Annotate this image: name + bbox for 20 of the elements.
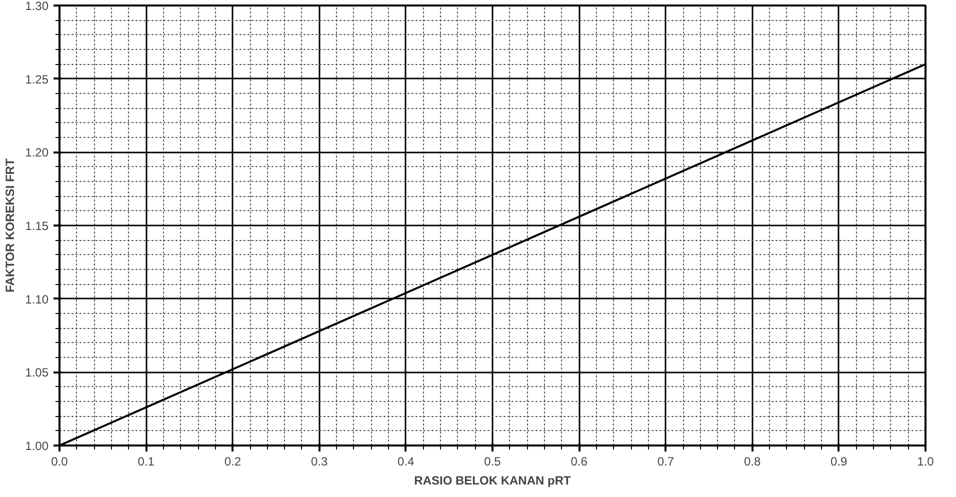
y-tick-label: 1.20 <box>25 146 49 160</box>
x-tick-label: 0.6 <box>570 454 588 468</box>
y-tick-label: 1.25 <box>25 72 49 86</box>
x-tick-label: 0.5 <box>484 454 502 468</box>
x-tick-label: 1.0 <box>917 454 934 468</box>
y-tick-label: 1.10 <box>25 292 49 306</box>
y-tick-label: 1.00 <box>25 439 49 453</box>
x-tick-label: 0.1 <box>138 454 155 468</box>
x-tick-label: 0.3 <box>310 454 328 468</box>
x-tick-label: 0.2 <box>224 454 242 468</box>
x-axis-title: RASIO BELOK KANAN pRT <box>414 474 572 488</box>
y-axis-title: FAKTOR KOREKSI FRT <box>3 158 18 292</box>
y-tick-label: 1.15 <box>25 219 49 233</box>
x-tick-label: 0.8 <box>744 454 761 468</box>
x-tick-label: 0.4 <box>398 454 415 468</box>
y-tick-label: 1.05 <box>25 366 49 380</box>
y-tick-label: 1.30 <box>25 0 49 13</box>
x-tick-label: 0.0 <box>51 454 68 468</box>
x-tick-label: 0.9 <box>830 454 848 468</box>
x-tick-label: 0.7 <box>657 454 674 468</box>
